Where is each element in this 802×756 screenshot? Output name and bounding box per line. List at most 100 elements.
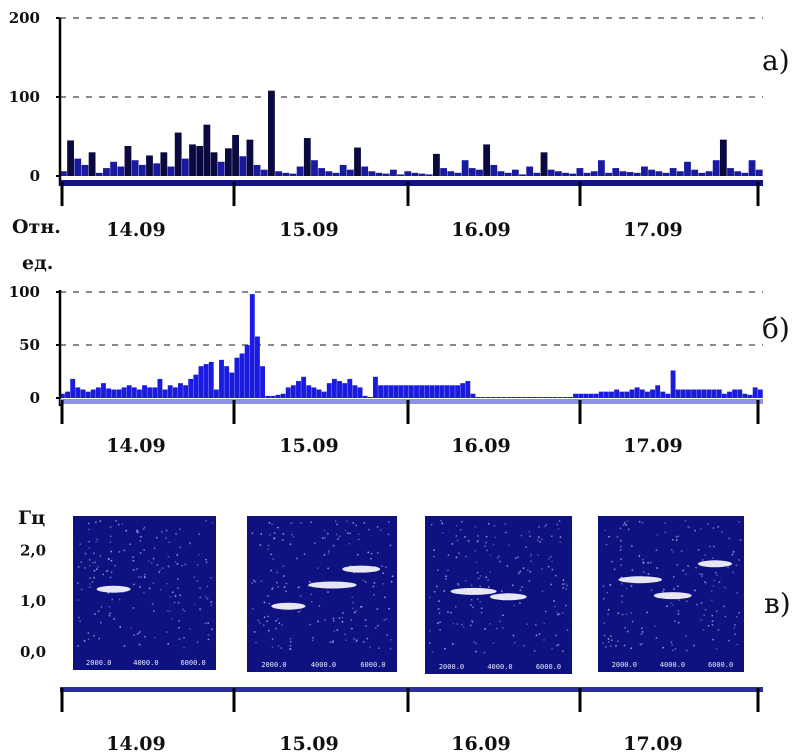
noise-dot xyxy=(271,523,273,525)
noise-dot xyxy=(142,528,145,530)
noise-dot xyxy=(166,582,168,585)
noise-dot xyxy=(322,537,324,539)
spectrogram: 2000.0 4000.0 6000.0 xyxy=(598,516,744,672)
noise-dot xyxy=(77,582,79,584)
noise-dot xyxy=(471,619,473,622)
bar xyxy=(465,381,471,398)
noise-dot xyxy=(696,603,698,606)
noise-dot xyxy=(674,648,677,650)
noise-dot xyxy=(727,566,729,569)
bar xyxy=(619,171,627,176)
noise-dot xyxy=(310,600,313,603)
noise-dot xyxy=(694,529,696,532)
noise-dot xyxy=(159,589,162,591)
noise-dot xyxy=(711,620,714,622)
noise-dot xyxy=(529,570,532,573)
noise-dot xyxy=(133,634,135,636)
bar xyxy=(217,161,225,176)
ylabel-line2: ед. xyxy=(22,252,53,274)
bar xyxy=(576,168,584,176)
noise-dot xyxy=(115,520,117,522)
bar xyxy=(526,397,532,398)
noise-dot xyxy=(351,607,354,610)
bar xyxy=(655,171,663,176)
noise-dot xyxy=(346,520,348,522)
noise-dot xyxy=(290,522,293,524)
noise-dot xyxy=(639,643,642,646)
noise-dot xyxy=(677,535,680,537)
noise-dot xyxy=(655,637,658,639)
bar xyxy=(339,164,347,176)
noise-dot xyxy=(194,603,196,606)
bar xyxy=(533,172,541,176)
bar xyxy=(357,387,363,398)
bar xyxy=(239,353,245,398)
noise-dot xyxy=(625,524,627,526)
noise-dot xyxy=(388,608,390,610)
bar xyxy=(361,166,369,176)
noise-dot xyxy=(650,561,652,564)
noise-dot xyxy=(620,576,623,579)
noise-dot xyxy=(347,532,349,534)
noise-dot xyxy=(477,535,479,537)
bar xyxy=(110,161,118,176)
noise-dot xyxy=(544,525,546,528)
bar xyxy=(547,169,555,176)
noise-dot xyxy=(485,576,488,578)
bar xyxy=(701,389,707,398)
noise-dot xyxy=(96,568,98,570)
noise-dot xyxy=(476,598,479,600)
date-label: 15.09 xyxy=(279,219,339,241)
noise-dot xyxy=(283,586,286,588)
noise-dot xyxy=(137,576,140,578)
noise-dot xyxy=(430,523,433,526)
noise-dot xyxy=(172,591,174,593)
bar xyxy=(511,397,517,398)
bar xyxy=(598,160,605,176)
noise-dot xyxy=(272,558,274,560)
noise-dot xyxy=(429,630,431,632)
signal-band xyxy=(96,585,131,593)
noise-dot xyxy=(136,568,138,570)
bar xyxy=(414,385,419,398)
noise-dot xyxy=(535,624,537,626)
bar xyxy=(90,389,96,398)
noise-dot xyxy=(139,540,141,542)
bar xyxy=(670,370,676,398)
bar xyxy=(425,174,433,176)
noise-dot xyxy=(445,575,447,577)
noise-dot xyxy=(386,634,388,636)
noise-dot xyxy=(479,585,481,587)
bar xyxy=(552,397,558,398)
bar xyxy=(542,397,548,398)
noise-dot xyxy=(688,526,691,529)
noise-dot xyxy=(136,531,139,533)
bar xyxy=(461,160,469,176)
noise-dot xyxy=(684,520,687,522)
noise-dot xyxy=(278,622,281,624)
noise-dot xyxy=(464,536,466,538)
noise-dot xyxy=(535,634,538,637)
noise-dot xyxy=(712,638,714,641)
noise-dot xyxy=(363,522,366,524)
noise-dot xyxy=(550,583,552,586)
noise-dot xyxy=(136,633,139,635)
noise-dot xyxy=(671,644,673,646)
noise-dot xyxy=(383,619,386,621)
noise-dot xyxy=(630,647,632,649)
noise-dot xyxy=(492,642,495,644)
ytick-label: 0 xyxy=(30,389,40,407)
noise-dot xyxy=(298,586,300,589)
spectrogram-xtick: 2000.0 xyxy=(439,663,464,671)
noise-dot xyxy=(182,608,184,611)
noise-dot xyxy=(275,620,277,622)
bar xyxy=(639,389,645,398)
bar xyxy=(716,389,722,398)
noise-dot xyxy=(368,528,370,531)
noise-dot xyxy=(179,546,182,549)
bar xyxy=(757,389,763,398)
date-label: 17.09 xyxy=(623,435,683,457)
bar xyxy=(325,171,333,176)
noise-dot xyxy=(88,559,91,561)
noise-dot xyxy=(545,523,548,526)
